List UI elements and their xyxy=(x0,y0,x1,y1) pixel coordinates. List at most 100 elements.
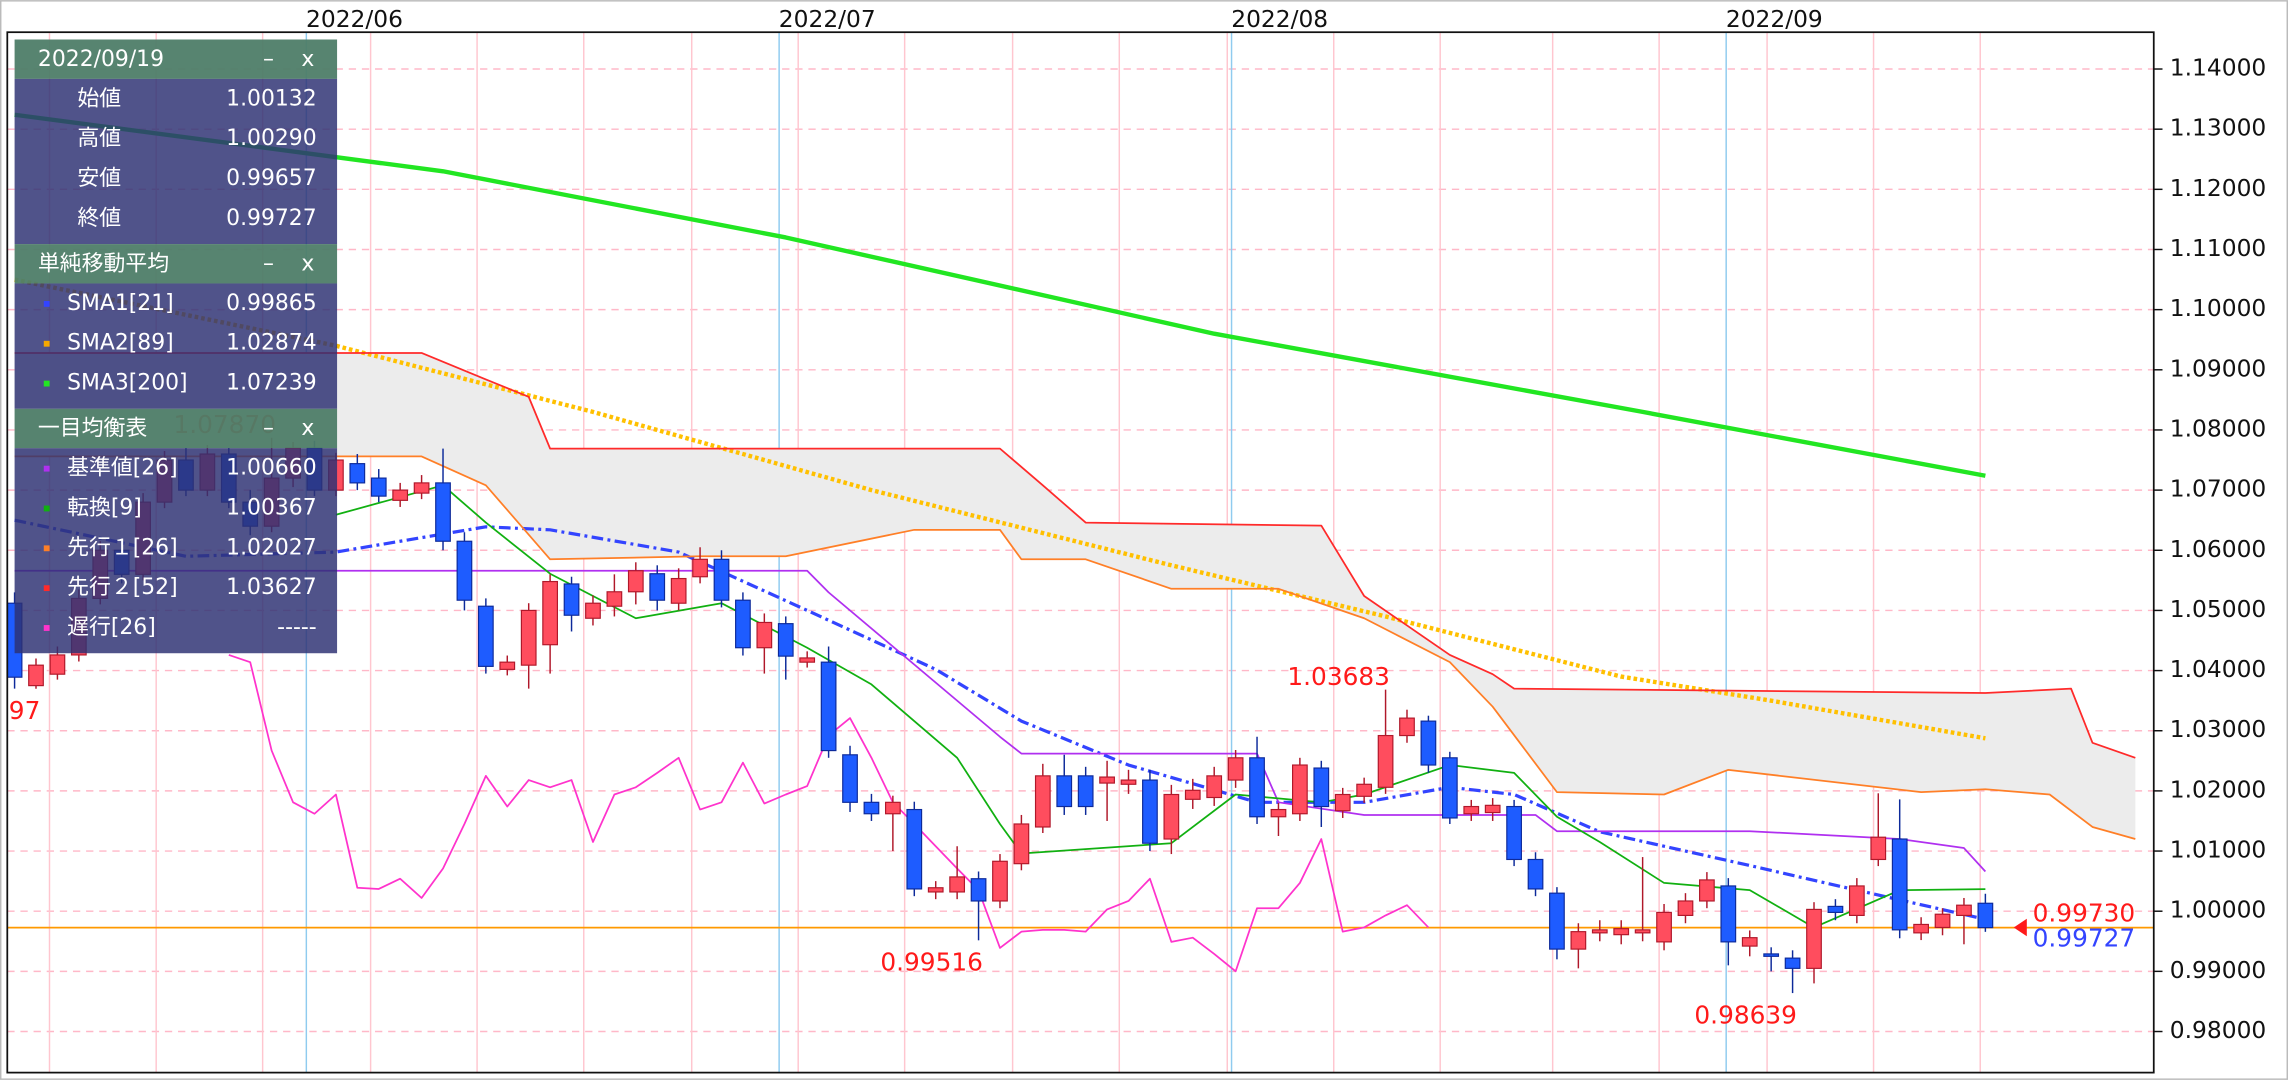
ohlc-label: 高値 xyxy=(77,126,121,151)
indicator-line xyxy=(14,569,1987,873)
candle-body xyxy=(1570,931,1587,950)
indicator-line xyxy=(335,484,1986,929)
legend-swatch xyxy=(43,340,50,347)
legend-swatch xyxy=(43,300,50,307)
minimize-button[interactable]: – xyxy=(263,47,274,72)
extreme-label: 97 xyxy=(9,696,41,725)
candle-body xyxy=(1184,789,1201,800)
extreme-label: 0.99516 xyxy=(880,948,983,977)
panel-title: 一目均衡表 xyxy=(38,416,147,441)
legend-swatch xyxy=(43,625,50,631)
y-tick-label: 1.02000 xyxy=(2170,775,2266,803)
ohlc-value: 0.99727 xyxy=(226,206,316,231)
candle-body xyxy=(28,664,44,687)
candle-body xyxy=(1656,911,1672,943)
candle-body xyxy=(799,657,816,663)
minimize-button[interactable]: – xyxy=(263,416,274,441)
candle-body xyxy=(1527,858,1544,890)
y-tick-label: 0.99000 xyxy=(2170,956,2266,984)
ohlc-value: 0.99657 xyxy=(226,166,316,191)
axes: 2022/06 2022/07 2022/08 2022/09 0.98000 0.990… xyxy=(6,5,2266,1074)
panel-header xyxy=(14,39,338,79)
ohlc-value: 1.00290 xyxy=(226,126,316,151)
candle-body xyxy=(1484,804,1501,814)
candle-body xyxy=(585,602,601,619)
x-tick-label: 2022/09 xyxy=(1726,5,1823,33)
candle-body xyxy=(1099,776,1115,784)
panel-body xyxy=(14,283,338,409)
close-button[interactable]: x xyxy=(301,47,314,72)
y-tick-label: 1.12000 xyxy=(2170,174,2266,202)
candle-body xyxy=(1977,902,1994,929)
price-marker xyxy=(2013,918,2027,937)
legend-name: SMA2[89] xyxy=(67,331,174,356)
candle-body xyxy=(1913,923,1929,934)
extreme-label: 0.98639 xyxy=(1694,1000,1797,1029)
candle-body xyxy=(1034,775,1051,828)
candle-body xyxy=(992,860,1008,902)
y-tick-label: 1.05000 xyxy=(2170,595,2266,623)
x-tick-label: 2022/07 xyxy=(779,5,876,33)
candle-body xyxy=(1806,908,1822,969)
candle-body xyxy=(884,801,901,815)
candle-body xyxy=(1356,783,1373,797)
candle-body xyxy=(1677,900,1694,916)
panel-title: 2022/09/19 xyxy=(38,47,164,72)
legend-value: 1.02027 xyxy=(226,535,316,560)
candle-body xyxy=(499,661,516,670)
candle-body xyxy=(413,482,430,494)
candle-body xyxy=(863,801,880,815)
legend-value: 1.03627 xyxy=(226,575,316,600)
candle-body xyxy=(1506,805,1522,861)
candle-body xyxy=(1142,779,1158,844)
candle-body xyxy=(1848,885,1865,916)
close-button[interactable]: x xyxy=(301,416,314,441)
legend-swatch xyxy=(43,545,50,552)
candle-body xyxy=(1891,838,1908,931)
candle-body xyxy=(1934,913,1951,929)
y-tick-label: 1.00000 xyxy=(2170,896,2266,924)
candle-body xyxy=(1292,764,1308,815)
candle-body xyxy=(456,540,473,601)
candle-body xyxy=(477,605,494,667)
candle-body xyxy=(1741,937,1758,947)
candle-body xyxy=(1249,757,1265,818)
ohlc-label: 終値 xyxy=(77,206,121,231)
panel-header xyxy=(14,244,338,284)
legend-swatch xyxy=(43,380,50,387)
candle-body xyxy=(1013,823,1030,865)
price-label: 0.99727 xyxy=(2033,923,2136,952)
panel-title: 単純移動平均 xyxy=(38,252,169,277)
candle-body xyxy=(777,623,794,657)
y-tick-label: 0.98000 xyxy=(2170,1016,2266,1044)
candle-body xyxy=(542,580,559,646)
candle-body xyxy=(1077,775,1094,808)
candle-body xyxy=(1313,767,1330,808)
candle-body xyxy=(1870,836,1887,861)
candle-body xyxy=(692,558,708,578)
legend-swatch xyxy=(43,585,50,592)
candle-body xyxy=(1227,757,1244,781)
candle-body xyxy=(649,573,666,601)
panel-header xyxy=(14,408,338,449)
candle-body xyxy=(1334,793,1351,812)
y-tick-label: 1.07000 xyxy=(2170,475,2266,503)
candle-body xyxy=(606,591,623,607)
candle-body xyxy=(1591,929,1608,934)
indicator-line xyxy=(14,112,1986,478)
ohlc-label: 始値 xyxy=(77,86,121,111)
y-tick-label: 1.10000 xyxy=(2170,294,2266,322)
legend-name: 先行２[52] xyxy=(67,575,178,600)
candle-body xyxy=(670,577,687,604)
legend-name: 転換[9] xyxy=(67,495,142,520)
candle-body xyxy=(1613,928,1630,936)
close-button[interactable]: x xyxy=(301,252,314,277)
candle-body xyxy=(1120,779,1137,785)
candle-body xyxy=(1699,879,1715,902)
minimize-button[interactable]: – xyxy=(263,252,274,277)
candle-body xyxy=(1827,905,1844,913)
candle-body xyxy=(1549,892,1565,950)
candle-body xyxy=(906,808,923,890)
indicator-line xyxy=(14,518,1986,921)
